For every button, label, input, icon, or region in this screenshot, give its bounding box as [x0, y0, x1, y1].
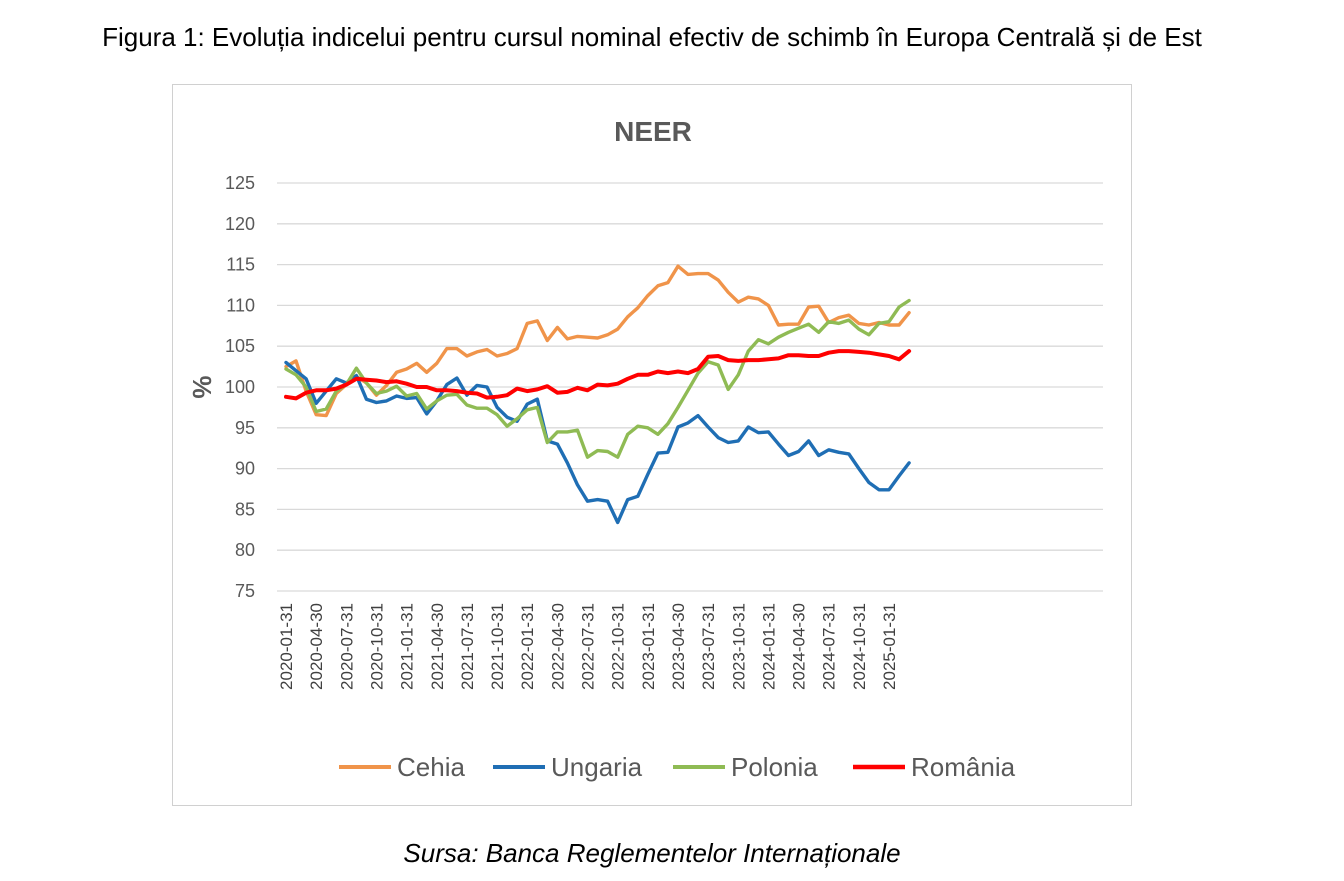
- neer-line-chart: NEER 75 80 85 90 95 100 105 110 115 120 125 % 2020…: [187, 116, 1103, 782]
- y-tick-label: 110: [226, 295, 255, 315]
- x-tick-label: 2020-01-31: [277, 603, 296, 690]
- series-lines: [284, 264, 912, 525]
- y-tick-label: 95: [235, 418, 255, 438]
- legend-label-cehia: Cehia: [397, 752, 465, 782]
- series-line-românia: [284, 349, 912, 401]
- x-tick-label: 2021-07-31: [458, 603, 477, 690]
- legend-label-românia: România: [911, 752, 1016, 782]
- chart-title: NEER: [614, 116, 692, 147]
- y-tick-label: 100: [225, 377, 255, 397]
- source-note: Sursa: Banca Reglementelor Internațional…: [403, 838, 901, 868]
- x-tick-label: 2022-01-31: [518, 603, 537, 690]
- x-tick-label: 2021-10-31: [488, 603, 507, 690]
- x-tick-label: 2024-04-30: [790, 603, 809, 690]
- x-tick-label: 2024-07-31: [820, 603, 839, 690]
- x-tick-label: 2024-01-31: [759, 603, 778, 690]
- legend-label-polonia: Polonia: [731, 752, 818, 782]
- chart-area: NEER 75 80 85 90 95 100 105 110 115 120 125 % 2020…: [172, 84, 1132, 806]
- y-tick-label: 120: [225, 214, 255, 234]
- y-tick-label: 75: [235, 581, 255, 601]
- legend: Cehia Ungaria Polonia România: [339, 752, 1016, 782]
- series-line-ungaria: [284, 360, 911, 525]
- x-tick-label: 2022-07-31: [579, 603, 598, 690]
- y-tick-label: 115: [226, 255, 255, 275]
- x-tick-label: 2023-10-31: [729, 603, 748, 690]
- y-tick-labels: 75 80 85 90 95 100 105 110 115 120 125: [225, 173, 255, 601]
- y-tick-label: 105: [225, 336, 255, 356]
- x-tick-label: 2020-04-30: [307, 603, 326, 690]
- y-tick-label: 125: [225, 173, 255, 193]
- figure-title: Figura 1: Evoluția indicelui pentru curs…: [102, 22, 1202, 52]
- y-axis-label: %: [187, 375, 217, 398]
- x-tick-label: 2023-07-31: [699, 603, 718, 690]
- legend-label-ungaria: Ungaria: [551, 752, 643, 782]
- x-tick-label: 2025-01-31: [880, 603, 899, 690]
- x-tick-label: 2021-01-31: [398, 603, 417, 690]
- x-tick-label: 2023-01-31: [639, 603, 658, 690]
- series-line-polonia: [284, 298, 911, 459]
- x-tick-labels: 2020-01-31 2020-04-30 2020-07-31 2020-10-31…: [277, 603, 899, 690]
- y-tick-label: 80: [235, 540, 255, 560]
- x-tick-label: 2022-10-31: [609, 603, 628, 690]
- x-tick-label: 2024-10-31: [850, 603, 869, 690]
- x-tick-label: 2020-07-31: [337, 603, 356, 690]
- y-tick-label: 85: [235, 499, 255, 519]
- x-tick-label: 2022-04-30: [548, 603, 567, 690]
- x-tick-label: 2021-04-30: [428, 603, 447, 690]
- y-tick-label: 90: [235, 459, 255, 479]
- x-tick-label: 2020-10-31: [367, 603, 386, 690]
- x-tick-label: 2023-04-30: [669, 603, 688, 690]
